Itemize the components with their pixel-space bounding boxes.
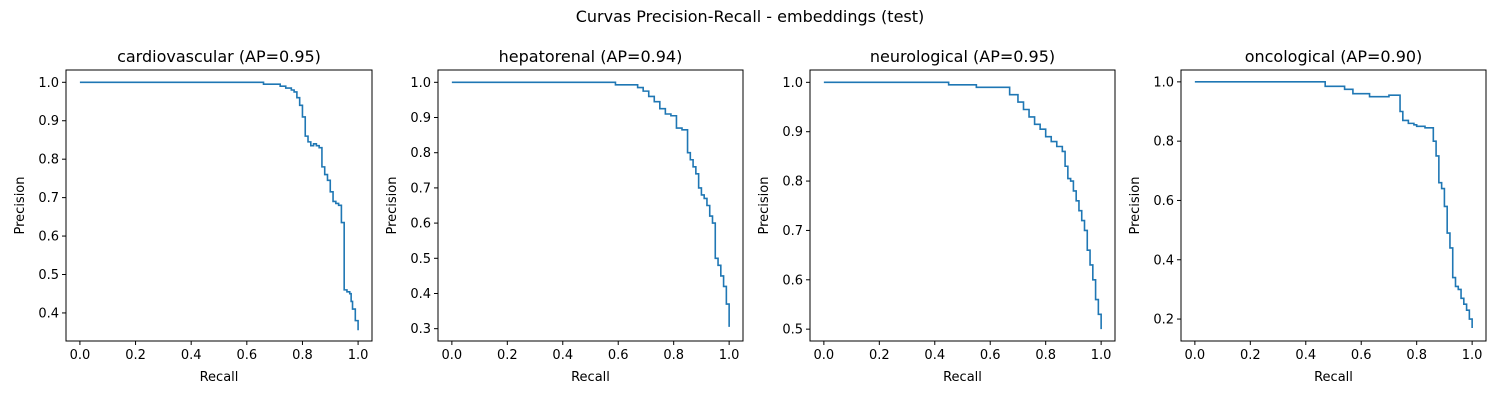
y-tick-label: 0.9 — [38, 114, 59, 129]
y-tick-label: 0.8 — [782, 175, 803, 190]
y-tick-label: 0.5 — [38, 268, 59, 283]
x-tick-label: 0.6 — [236, 348, 257, 363]
x-tick-label: 0.2 — [1240, 348, 1261, 363]
y-tick-label: 0.4 — [1153, 253, 1174, 268]
x-tick-label: 0.2 — [497, 348, 518, 363]
x-tick-label: 0.4 — [552, 348, 573, 363]
y-axis-label: Precision — [757, 176, 772, 234]
subplot-title: hepatorenal (AP=0.94) — [499, 47, 683, 66]
y-tick-label: 0.9 — [410, 111, 431, 126]
y-tick-label: 0.8 — [38, 153, 59, 168]
x-tick-label: 1.0 — [719, 348, 740, 363]
x-tick-label: 0.8 — [663, 348, 684, 363]
x-axis-label: Recall — [571, 370, 610, 385]
y-tick-label: 0.4 — [410, 287, 431, 302]
y-tick-label: 0.6 — [38, 230, 59, 245]
x-axis-label: Recall — [200, 370, 239, 385]
subplot-2: hepatorenal (AP=0.94) 0.0 0.2 0.4 0.6 0.8 1.0 0… — [385, 47, 744, 385]
y-tick-label: 0.6 — [410, 217, 431, 232]
y-tick-label: 1.0 — [38, 76, 59, 91]
y-tick-label: 0.2 — [1153, 313, 1174, 328]
y-tick-label: 0.9 — [782, 125, 803, 140]
subplot-title: cardiovascular (AP=0.95) — [117, 47, 321, 66]
x-tick-label: 1.0 — [1091, 348, 1112, 363]
subplot-title: neurological (AP=0.95) — [870, 47, 1055, 66]
x-tick-label: 0.4 — [1295, 348, 1316, 363]
x-tick-label: 0.2 — [869, 348, 890, 363]
x-tick-label: 0.4 — [181, 348, 202, 363]
y-tick-label: 0.6 — [782, 273, 803, 288]
y-tick-label: 0.5 — [782, 323, 803, 338]
x-tick-label: 0.0 — [70, 348, 91, 363]
y-tick-label: 0.3 — [410, 322, 431, 337]
x-tick-label: 0.8 — [292, 348, 313, 363]
x-tick-label: 0.6 — [980, 348, 1001, 363]
x-tick-label: 0.2 — [125, 348, 146, 363]
pr-curve-series-1 — [823, 81, 1102, 330]
pr-curve-series-1 — [451, 81, 730, 327]
x-axis-label: Recall — [1314, 370, 1353, 385]
subplot-4: oncological (AP=0.90) 0.0 0.2 0.4 0.6 0.8 1.0 0… — [1128, 47, 1487, 385]
x-tick-label: 0.6 — [608, 348, 629, 363]
x-tick-label: 1.0 — [1462, 348, 1483, 363]
subplot-1: cardiovascular (AP=0.95) 0.0 0.2 0.4 0.6 0.8 1… — [13, 47, 373, 385]
x-tick-label: 0.8 — [1035, 348, 1056, 363]
y-axis-label: Precision — [13, 176, 28, 234]
y-axis-label: Precision — [385, 176, 400, 234]
y-tick-label: 0.7 — [782, 224, 803, 239]
y-tick-label: 1.0 — [1153, 75, 1174, 90]
y-axis-label: Precision — [1128, 176, 1143, 234]
x-tick-label: 1.0 — [348, 348, 369, 363]
y-tick-label: 0.6 — [1153, 194, 1174, 209]
x-axis-label: Recall — [943, 370, 982, 385]
subplot-title: oncological (AP=0.90) — [1245, 47, 1423, 66]
pr-curve-series-1 — [79, 81, 359, 331]
y-tick-label: 0.4 — [38, 306, 59, 321]
subplots: cardiovascular (AP=0.95) 0.0 0.2 0.4 0.6 0.8 1… — [13, 47, 1487, 385]
x-tick-label: 0.6 — [1351, 348, 1372, 363]
axes-frame — [809, 69, 1116, 342]
axes-frame — [437, 69, 744, 342]
y-tick-label: 0.8 — [410, 146, 431, 161]
figure-title: Curvas Precision-Recall - embeddings (te… — [576, 7, 925, 26]
x-tick-label: 0.0 — [442, 348, 463, 363]
y-tick-label: 0.7 — [410, 181, 431, 196]
y-tick-label: 1.0 — [782, 76, 803, 91]
y-tick-label: 0.7 — [38, 191, 59, 206]
x-tick-label: 0.0 — [814, 348, 835, 363]
x-tick-label: 0.8 — [1406, 348, 1427, 363]
pr-curve-series-1 — [1194, 81, 1473, 328]
axes-frame — [1180, 69, 1487, 342]
x-tick-label: 0.0 — [1185, 348, 1206, 363]
subplot-3: neurological (AP=0.95) 0.0 0.2 0.4 0.6 0.8 1.0… — [757, 47, 1116, 385]
y-tick-label: 1.0 — [410, 76, 431, 91]
axes-frame — [65, 69, 373, 342]
y-tick-label: 0.5 — [410, 252, 431, 267]
x-tick-label: 0.4 — [924, 348, 945, 363]
y-tick-label: 0.8 — [1153, 135, 1174, 150]
